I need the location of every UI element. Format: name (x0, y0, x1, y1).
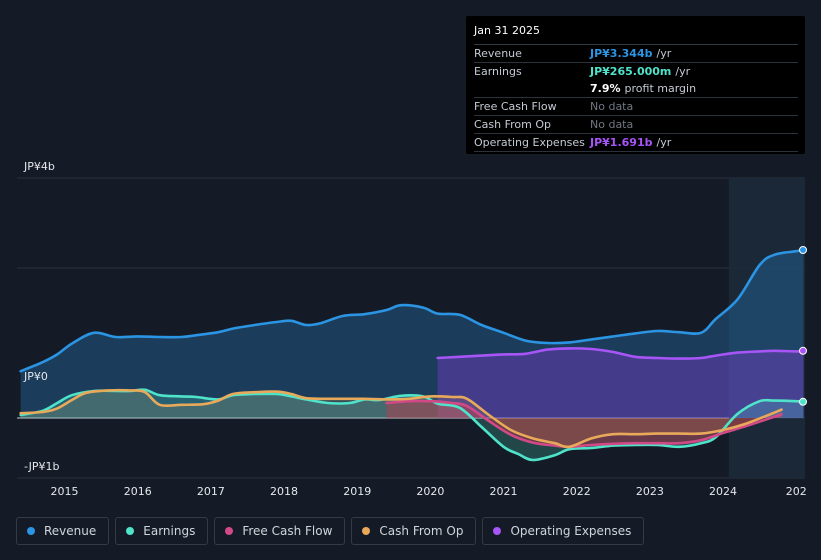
legend-label: Cash From Op (379, 524, 464, 538)
legend-dot-icon (362, 527, 371, 535)
cash-from-op-line (19, 388, 783, 449)
revenue-line (19, 248, 805, 373)
free-cash-flow-area (386, 400, 782, 447)
tooltip-unit: /yr (656, 47, 672, 60)
legend-item-cash-from-op[interactable]: Cash From Op (351, 517, 477, 545)
grid-lines (17, 177, 805, 479)
tooltip-label: Free Cash Flow (474, 100, 557, 113)
legend-dot-icon (27, 527, 35, 535)
x-tick-label: 202 (786, 485, 807, 498)
legend-label: Revenue (44, 524, 97, 538)
series-end-dots (799, 246, 807, 406)
x-tick-label: 2023 (636, 485, 664, 498)
operating-expenses-line (436, 347, 805, 360)
tooltip-value: JP¥265.000m (590, 65, 672, 78)
cash-from-op-area (20, 390, 782, 447)
chart-legend: Revenue Earnings Free Cash Flow Cash Fro… (16, 517, 645, 547)
operating-expenses-end-dot (799, 346, 807, 355)
y-tick-label-bottom: -JP¥1b (24, 460, 60, 473)
revenue-area (20, 250, 804, 418)
tooltip-value: JP¥1.691b (590, 136, 653, 149)
x-tick-label: 2018 (270, 485, 298, 498)
earnings-area (20, 389, 804, 461)
x-tick-label: 2019 (343, 485, 371, 498)
legend-item-operating-expenses[interactable]: Operating Expenses (482, 517, 645, 545)
tooltip-label: Earnings (474, 65, 522, 78)
tooltip-value: JP¥3.344b (590, 47, 653, 60)
legend-label: Operating Expenses (510, 524, 632, 538)
tooltip-unit: profit margin (624, 82, 697, 95)
operating-expenses-area (437, 348, 804, 418)
tooltip-row-margin: 7.9% profit margin (474, 80, 798, 98)
free-cash-flow-line (385, 399, 783, 449)
tooltip-value: 7.9% (590, 82, 621, 95)
x-axis-ticks: 2015 2016 2017 2018 2019 2020 2021 2022 2023 2024… (51, 485, 807, 498)
tooltip-row-earnings: Earnings JP¥265.000m /yr (474, 63, 798, 80)
x-tick-label: 2016 (124, 485, 152, 498)
legend-dot-icon (126, 527, 135, 535)
series-areas (20, 250, 804, 461)
tooltip-row-cash-from-op: Cash From Op No data (474, 116, 798, 134)
earnings-end-dot (799, 397, 807, 406)
tooltip-date: Jan 31 2025 (474, 23, 798, 45)
tooltip-unit: /yr (675, 65, 691, 78)
x-tick-label: 2021 (490, 485, 518, 498)
x-tick-label: 2017 (197, 485, 225, 498)
tooltip-value: No data (590, 100, 634, 113)
y-tick-label-top: JP¥4b (24, 160, 55, 173)
tooltip-label: Revenue (474, 47, 522, 60)
legend-label: Earnings (143, 524, 196, 538)
y-tick-label-zero: JP¥0 (24, 370, 48, 383)
series-lines (19, 248, 805, 462)
legend-dot-icon (225, 527, 234, 535)
tooltip-row-revenue: Revenue JP¥3.344b /yr (474, 45, 798, 63)
legend-dot-icon (493, 527, 502, 535)
earnings-line (19, 388, 805, 462)
legend-label: Free Cash Flow (242, 524, 333, 538)
x-tick-label: 2022 (563, 485, 591, 498)
x-tick-label: 2024 (709, 485, 737, 498)
legend-item-earnings[interactable]: Earnings (115, 517, 209, 545)
tooltip-row-operating-expenses: Operating Expenses JP¥1.691b /yr (474, 134, 798, 152)
tooltip-unit: /yr (656, 136, 672, 149)
tooltip-label: Operating Expenses (474, 136, 585, 149)
x-tick-label: 2020 (416, 485, 444, 498)
legend-item-revenue[interactable]: Revenue (16, 517, 110, 545)
tooltip-value: No data (590, 118, 634, 131)
data-tooltip: Jan 31 2025 Revenue JP¥3.344b /yr Earnin… (466, 16, 805, 154)
revenue-end-dot (799, 246, 807, 254)
tooltip-row-free-cash-flow: Free Cash Flow No data (474, 98, 798, 116)
x-tick-label: 2015 (51, 485, 79, 498)
tooltip-label: Cash From Op (474, 118, 552, 131)
tooltip-label (474, 81, 590, 97)
legend-item-free-cash-flow[interactable]: Free Cash Flow (214, 517, 346, 545)
